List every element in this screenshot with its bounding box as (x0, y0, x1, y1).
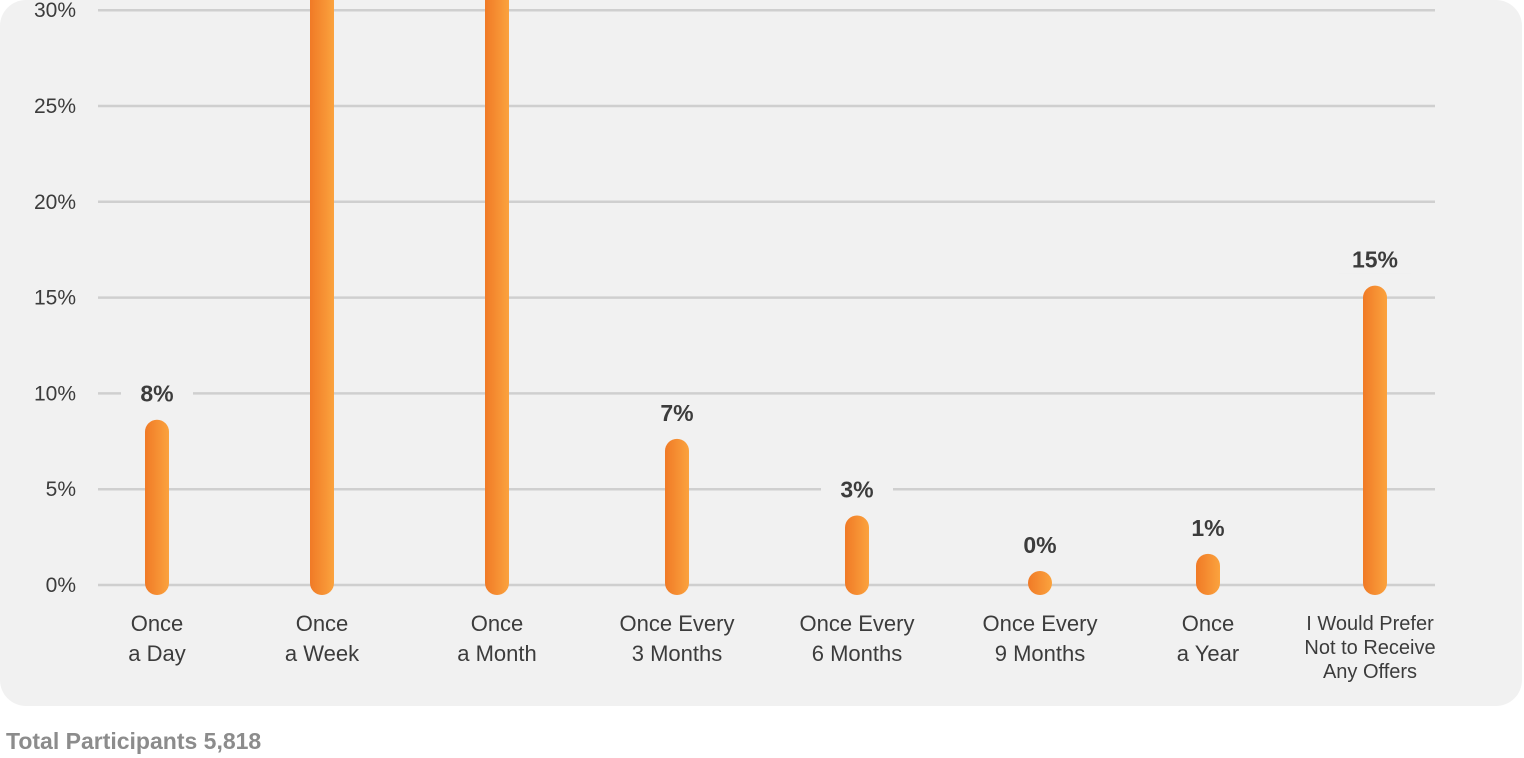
data-label: 0% (1023, 532, 1056, 558)
data-label-background (1004, 529, 1076, 559)
bar (310, 0, 334, 595)
data-labels: 8%35%31%7%3%0%1%15% (121, 243, 1411, 559)
y-tick-label: 10% (34, 382, 76, 405)
bar (145, 419, 169, 595)
y-tick-label: 15% (34, 287, 76, 310)
category-label: 9 Months (995, 641, 1086, 666)
category-label: I Would Prefer (1306, 613, 1434, 635)
gridlines (98, 8, 1435, 587)
bar (1028, 571, 1052, 595)
chart-panel: 0%5%10%15%20%25%30% 8%35%31%7%3%0%1%15% … (0, 0, 1522, 706)
category-label: Once Every (800, 611, 915, 636)
data-label: 7% (660, 400, 693, 426)
category-label: Once Every (983, 611, 1098, 636)
category-label: Once (1182, 611, 1235, 636)
y-tick-label: 30% (34, 0, 76, 22)
category-label: Once (131, 611, 184, 636)
category-label: Once Every (620, 611, 735, 636)
category-label: Once (471, 611, 524, 636)
bar-chart: 0%5%10%15%20%25%30% 8%35%31%7%3%0%1%15% … (34, 0, 1436, 683)
data-label: 3% (840, 477, 873, 503)
data-label: 15% (1352, 247, 1398, 273)
category-labels: Once a Day Once a Week Once a Month Once Every… (128, 611, 1435, 683)
bar (845, 515, 869, 595)
bar (665, 438, 689, 595)
y-tick-label: 20% (34, 191, 76, 214)
data-label: 1% (1191, 515, 1224, 541)
y-axis-ticks: 0% 5% 10% 15% 20% 25% 30% (34, 0, 76, 597)
category-label: a Day (128, 641, 185, 666)
total-participants-note: Total Participants 5,818 (6, 728, 262, 754)
bars (145, 0, 1387, 595)
bar (1196, 553, 1220, 595)
data-label-background (1339, 243, 1411, 274)
category-label: Any Offers (1323, 661, 1417, 683)
category-label: 6 Months (812, 641, 903, 666)
y-tick-label: 0% (46, 574, 76, 597)
y-tick-label: 5% (46, 478, 76, 501)
bar (1363, 285, 1387, 595)
data-label-background (821, 473, 893, 504)
data-label-background (1172, 511, 1244, 542)
data-label-background (641, 396, 713, 427)
category-label: Not to Receive (1304, 637, 1435, 659)
data-label-background (121, 377, 193, 408)
y-tick-label: 25% (34, 95, 76, 118)
category-label: a Month (457, 641, 537, 666)
bar (485, 0, 509, 595)
category-label: a Week (285, 641, 360, 666)
category-label: 3 Months (632, 641, 723, 666)
data-label: 8% (140, 381, 173, 407)
category-label: Once (296, 611, 349, 636)
category-label: a Year (1177, 641, 1239, 666)
